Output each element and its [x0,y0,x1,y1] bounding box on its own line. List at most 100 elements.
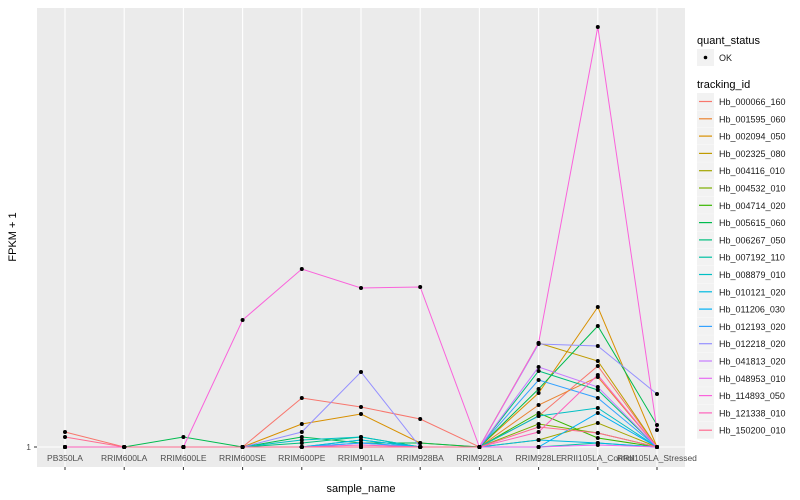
data-point-Hb_012218_020 [595,344,600,348]
data-point-Hb_048953_010 [595,443,600,447]
legend-label: Hb_010121_020 [719,287,786,297]
data-point-Hb_008879_010 [359,435,363,439]
data-point-Hb_000066_160 [63,430,67,434]
legend-label: Hb_005615_060 [719,218,786,228]
data-point-Hb_004532_010 [536,422,541,426]
data-point-Hb_114893_050 [595,25,600,29]
data-point-Hb_010121_020 [536,438,541,442]
y-tick-label: 1 [26,442,31,452]
data-point-Hb_006267_050 [299,441,304,445]
legend-label: Hb_004532_010 [719,184,786,194]
x-tick-label: RRIM928LE [515,453,562,463]
legend: quant_status OK tracking_id Hb_000066_16… [697,35,786,439]
data-point-Hb_012218_020 [359,370,363,374]
data-point-Hb_005615_060 [299,435,304,439]
legend-label: Hb_004116_010 [719,166,785,176]
data-point-Hb_150200_010 [359,445,363,449]
data-point-Hb_004116_010 [595,421,600,425]
data-point-Hb_114893_050 [418,285,423,289]
legend-label: Hb_006267_050 [719,235,786,245]
x-tick-label: RRIM928LA [456,453,503,463]
data-point-Hb_150200_010 [181,445,186,449]
legend-label: Hb_004714_020 [719,201,786,211]
x-tick-label: RRIM901LA [338,453,385,463]
legend-title-quant-status: quant_status [697,35,760,47]
x-tick-label: RRII105LA_Control [561,453,635,463]
legend-label: Hb_002094_050 [719,132,786,142]
legend-label-ok: OK [719,53,732,63]
x-tick-label: RRIM928BA [397,453,445,463]
legend-label: Hb_002325_080 [719,149,786,159]
data-point-Hb_005615_060 [181,435,186,439]
legend-label: Hb_012218_020 [719,339,786,349]
legend-label: Hb_008879_010 [719,270,786,280]
data-point-Hb_114893_050 [359,286,363,290]
data-point-Hb_150200_010 [595,431,600,435]
data-point-Hb_114893_050 [299,267,304,271]
x-axis-title: sample_name [326,483,395,495]
legend-label: Hb_012193_020 [719,322,786,332]
x-tick-label: RRII105LA_Stressed [617,453,697,463]
data-point-Hb_012218_020 [299,430,304,434]
data-point-Hb_121338_010 [536,430,541,434]
data-point-Hb_008879_010 [595,406,600,410]
data-point-Hb_005615_060 [655,423,659,427]
data-point-Hb_012218_020 [655,392,659,396]
legend-label: Hb_041813_020 [719,357,786,367]
data-point-Hb_008879_010 [299,438,304,442]
y-axis-title: FPKM + 1 [7,212,19,261]
data-point-Hb_150200_010 [122,445,127,449]
data-point-Hb_041813_020 [536,365,541,369]
data-point-Hb_000066_160 [359,405,363,409]
data-point-Hb_000066_160 [299,396,304,400]
data-point-Hb_005615_060 [536,387,541,391]
data-point-Hb_150200_010 [240,445,245,449]
legend-label: Hb_001595_060 [719,114,786,124]
data-point-Hb_002094_050 [536,391,541,395]
legend-label: Hb_011206_030 [719,305,785,315]
data-point-Hb_005615_060 [595,324,600,328]
data-point-Hb_150200_010 [418,445,423,449]
data-point-Hb_010121_020 [359,438,363,442]
data-point-Hb_005615_060 [418,441,423,445]
data-point-Hb_121338_010 [63,445,67,449]
data-point-Hb_150200_010 [299,445,304,449]
data-point-Hb_012193_020 [536,378,541,382]
data-point-Hb_041813_020 [595,385,600,389]
x-tick-label: RRIM600LE [160,453,207,463]
data-point-Hb_150200_010 [63,435,67,439]
data-point-Hb_000066_160 [595,364,600,368]
data-point-Hb_002094_050 [595,305,600,309]
data-point-Hb_008879_010 [536,414,541,418]
x-tick-label: RRIM600SE [219,453,267,463]
legend-label: Hb_007192_110 [719,253,785,263]
legend-title-tracking-id: tracking_id [697,79,750,91]
data-point-Hb_006267_050 [595,388,600,392]
data-point-Hb_150200_010 [536,425,541,429]
data-point-Hb_002094_050 [359,412,363,416]
data-point-Hb_114893_050 [240,318,245,322]
legend-label: Hb_048953_010 [719,374,786,384]
data-point-Hb_002325_080 [595,359,600,363]
data-point-Hb_121338_010 [595,373,600,377]
data-point-Hb_004714_020 [536,411,541,415]
data-point-Hb_002094_050 [299,422,304,426]
data-point-Hb_048953_010 [536,445,541,449]
data-point-Hb_114893_050 [536,341,541,345]
data-point-Hb_011206_030 [595,411,600,415]
x-tick-label: PB350LA [47,453,83,463]
data-point-Hb_004714_020 [595,436,600,440]
data-point-Hb_150200_010 [477,445,482,449]
data-point-Hb_000066_160 [418,417,423,421]
legend-label: Hb_150200_010 [719,426,786,436]
data-point-Hb_150200_010 [655,445,659,449]
legend-label: Hb_121338_010 [719,408,786,418]
point-icon [703,55,708,60]
data-point-Hb_012193_020 [595,396,600,400]
data-point-Hb_006267_050 [536,369,541,373]
data-point-Hb_114893_050 [655,428,659,432]
x-tick-label: RRIM600PE [278,453,326,463]
data-point-Hb_001595_060 [536,403,541,407]
